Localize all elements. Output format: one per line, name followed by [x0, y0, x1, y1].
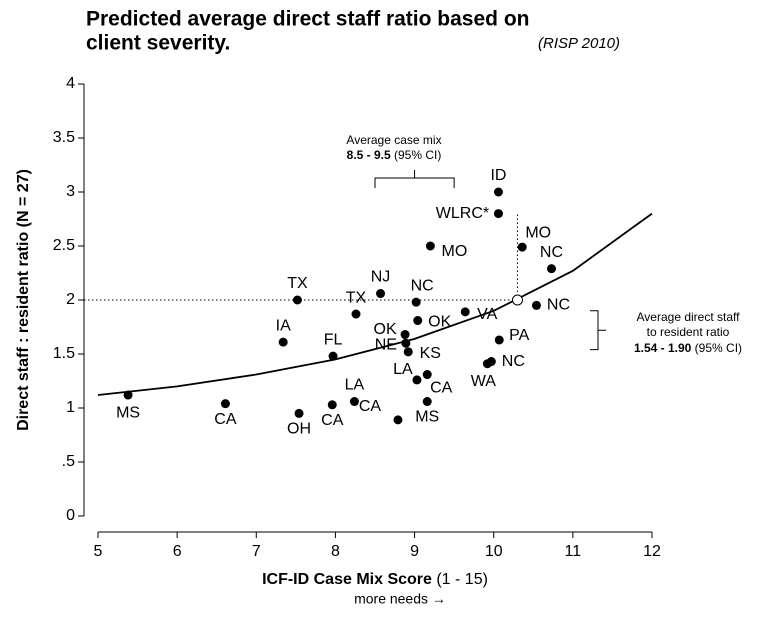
x-tick-label: 6: [173, 543, 182, 560]
point: [493, 187, 503, 197]
point-label: MS: [116, 404, 140, 421]
point: [546, 264, 556, 274]
x-tick-label: 12: [643, 543, 661, 560]
point-label: CA: [214, 411, 237, 428]
point: [413, 316, 423, 326]
point: [460, 307, 470, 317]
point: [412, 375, 422, 385]
point-label: FL: [324, 331, 343, 348]
point-label: ID: [490, 167, 506, 184]
fit-curve: [97, 212, 653, 396]
chart-title: Predicted average direct staff ratio bas…: [86, 8, 529, 31]
point: [422, 370, 432, 380]
point-label: KS: [420, 345, 441, 362]
ci-bracket: [374, 169, 455, 188]
x-tick-label: 7: [252, 543, 261, 560]
x-tick-label: 11: [565, 543, 582, 560]
point-label: LA: [393, 361, 413, 378]
ci-bracket: [590, 310, 606, 351]
staff-rest: (95% CI): [691, 341, 742, 355]
y-tick-label: 4: [66, 75, 75, 92]
case-mix-bold: 8.5 - 9.5: [347, 148, 391, 162]
chart-title: client severity.: [86, 32, 230, 55]
x-label-normal: (1 - 15): [432, 571, 488, 588]
point-label: PA: [509, 327, 529, 344]
y-tick-label: 3: [66, 183, 75, 200]
point-label: OK: [428, 314, 451, 331]
source: (RISP 2010): [538, 35, 620, 52]
point-label: MO: [525, 224, 551, 241]
x-tick-label: 5: [94, 543, 103, 560]
point-label: VA: [477, 306, 497, 323]
y-tick-label: .5: [62, 453, 75, 470]
point: [328, 351, 338, 361]
point-label: CA: [321, 412, 344, 429]
point-label: NJ: [371, 269, 391, 286]
x-sublabel: more needs →: [354, 591, 446, 607]
point-label: CA: [359, 398, 382, 415]
point-label: OH: [287, 421, 311, 438]
x-tick-label: 10: [485, 543, 503, 560]
point-label: NC: [540, 244, 563, 261]
point: [351, 309, 361, 319]
point: [400, 330, 410, 340]
y-tick-label: 0: [66, 507, 75, 524]
point-label: IA: [276, 317, 291, 334]
point-label: LA: [345, 377, 365, 394]
staff-bold: 1.54 - 1.90: [634, 341, 692, 355]
point: [493, 209, 503, 219]
point-label: NE: [375, 336, 397, 353]
point-label: NC: [547, 297, 570, 314]
point-label: CA: [430, 380, 453, 397]
point-label: MO: [442, 243, 468, 260]
point-label: OK: [374, 321, 397, 338]
staff-note: 1.54 - 1.90 (95% CI): [634, 341, 742, 355]
staff-note: to resident ratio: [647, 325, 730, 339]
point: [517, 242, 527, 252]
point-label: MS: [415, 409, 439, 426]
case-mix-rest: (95% CI): [391, 148, 442, 162]
point-label: NC: [411, 277, 434, 294]
y-tick-label: 2.5: [53, 237, 75, 254]
point: [123, 390, 133, 400]
point: [531, 300, 541, 310]
point: [494, 335, 504, 345]
point: [401, 338, 411, 348]
x-axis-label: ICF-ID Case Mix Score (1 - 15): [262, 571, 488, 588]
point: [327, 400, 337, 410]
point: [278, 337, 288, 347]
x-tick-label: 8: [331, 543, 340, 560]
point: [349, 397, 359, 407]
case-mix-note: 8.5 - 9.5 (95% CI): [347, 148, 442, 162]
highlight-point: [511, 294, 523, 306]
y-axis-label: Direct staff : resident ratio (N = 27): [15, 169, 32, 431]
point-label: TX: [346, 289, 367, 306]
point: [411, 297, 421, 307]
point-label: WLRC*: [436, 205, 489, 222]
staff-note: Average direct staff: [637, 310, 741, 324]
case-mix-note: Average case mix: [346, 133, 441, 147]
point: [294, 408, 304, 418]
point-label: NC: [502, 353, 525, 370]
y-tick-label: 1.5: [53, 345, 75, 362]
x-tick-label: 9: [410, 543, 419, 560]
point: [376, 289, 386, 299]
point: [393, 415, 403, 425]
point: [422, 397, 432, 407]
point: [482, 359, 492, 369]
y-tick-label: 1: [66, 399, 75, 416]
point: [220, 399, 230, 409]
point: [425, 241, 435, 251]
point: [403, 347, 413, 357]
point-label: TX: [287, 275, 308, 292]
point: [292, 295, 302, 305]
point-label: WA: [471, 373, 497, 390]
y-tick-label: 2: [66, 291, 75, 308]
x-label-bold: ICF-ID Case Mix Score: [262, 571, 432, 588]
y-tick-label: 3.5: [53, 129, 75, 146]
